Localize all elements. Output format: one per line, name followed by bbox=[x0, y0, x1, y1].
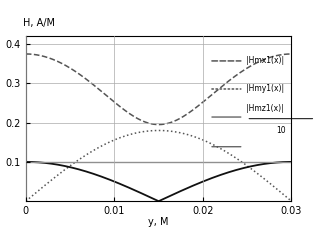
Text: H, А/М: H, А/М bbox=[23, 18, 55, 28]
Text: |Hmy1(x)|: |Hmy1(x)| bbox=[246, 85, 284, 93]
Text: |Hmz1(x)|: |Hmz1(x)| bbox=[246, 104, 284, 113]
X-axis label: y, М: y, М bbox=[149, 217, 169, 227]
Text: 10: 10 bbox=[276, 126, 286, 135]
Text: |Hmx1(x)|: |Hmx1(x)| bbox=[246, 56, 284, 65]
